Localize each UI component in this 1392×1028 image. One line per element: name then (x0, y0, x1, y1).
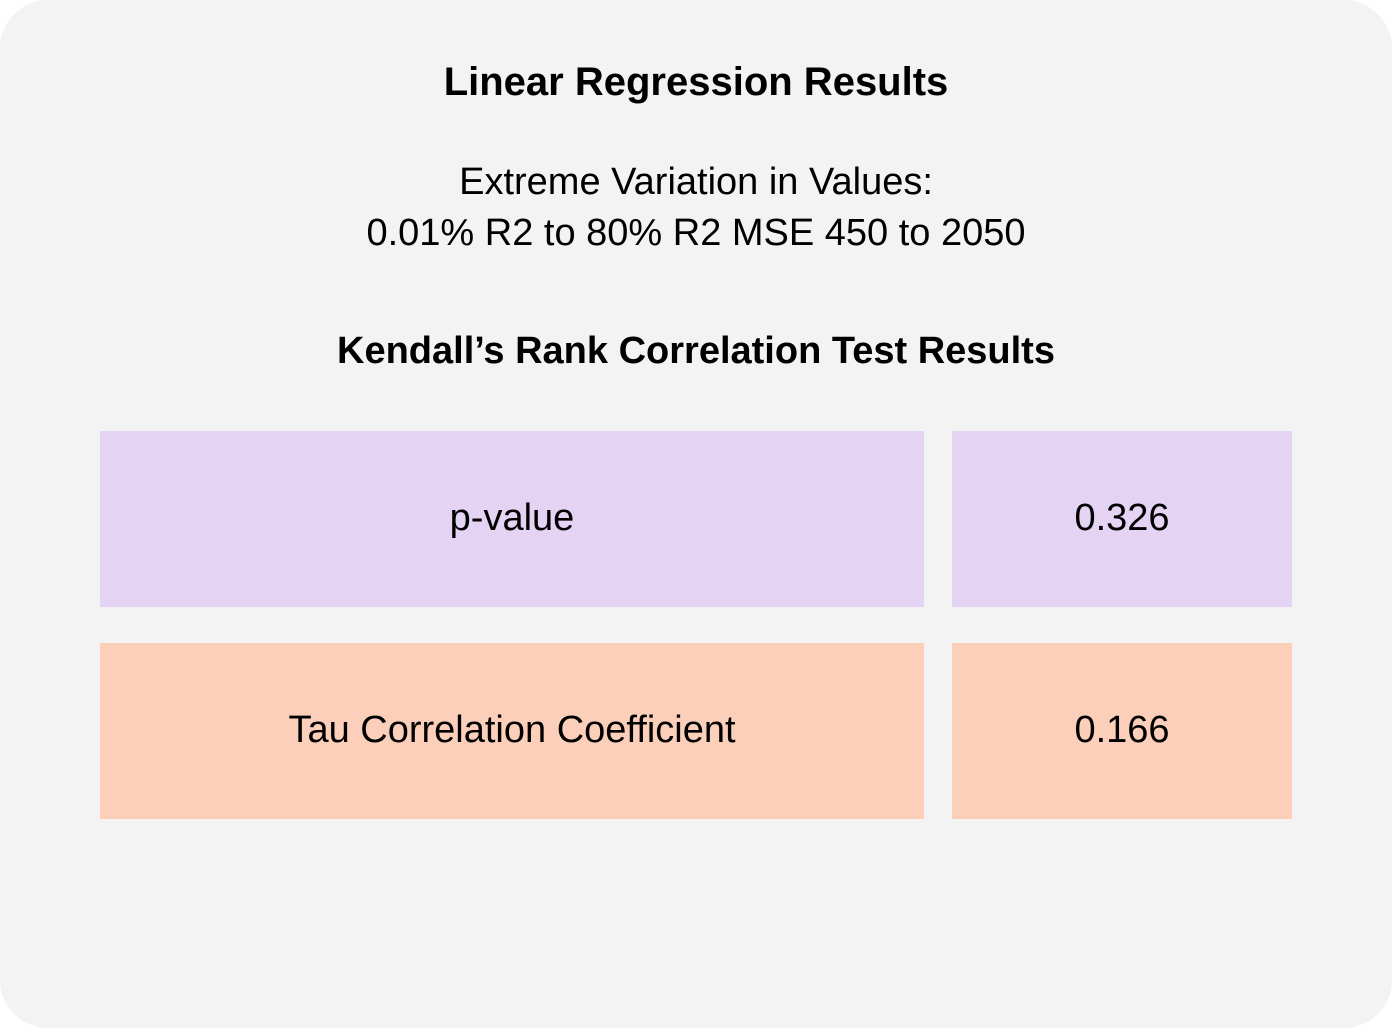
table-row: Tau Correlation Coefficient 0.166 (100, 643, 1292, 819)
kendall-title: Kendall’s Rank Correlation Test Results (100, 330, 1292, 373)
subtitle-line-2: 0.01% R2 to 80% R2 MSE 450 to 2050 (100, 208, 1292, 259)
results-card: Linear Regression Results Extreme Variat… (0, 0, 1392, 1028)
tau-value: 0.166 (952, 643, 1292, 819)
p-value-value: 0.326 (952, 431, 1292, 607)
results-table: p-value 0.326 Tau Correlation Coefficien… (100, 431, 1292, 819)
p-value-label: p-value (100, 431, 924, 607)
tau-label: Tau Correlation Coefficient (100, 643, 924, 819)
linear-regression-title: Linear Regression Results (100, 60, 1292, 105)
table-row: p-value 0.326 (100, 431, 1292, 607)
variation-subtitle: Extreme Variation in Values: 0.01% R2 to… (100, 157, 1292, 260)
subtitle-line-1: Extreme Variation in Values: (100, 157, 1292, 208)
